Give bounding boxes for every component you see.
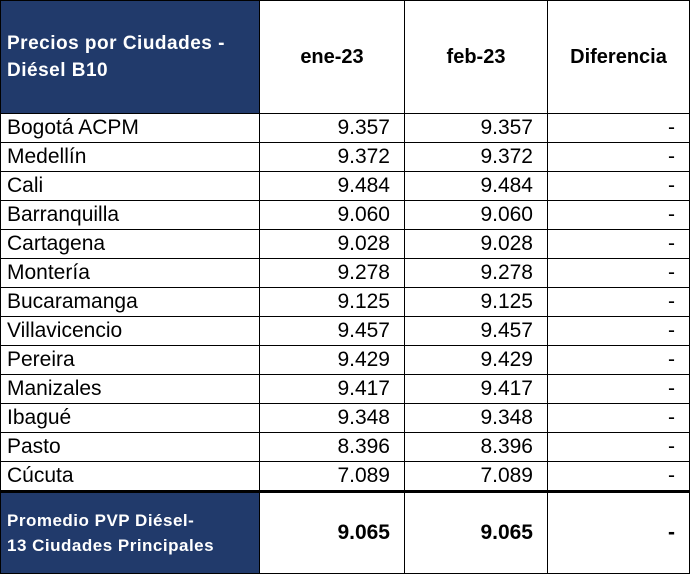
- city-cell: Pasto: [0, 432, 260, 462]
- table-row: Barranquilla 9.060 9.060-: [0, 200, 690, 230]
- column-header-feb: feb-23: [404, 0, 548, 114]
- average-label-line-2: 13 Ciudades Principales: [7, 536, 215, 555]
- difference-cell: -: [547, 142, 690, 172]
- feb-value-cell: 9.028: [404, 229, 548, 259]
- table-row: Bucaramanga 9.125 9.125-: [0, 287, 690, 317]
- feb-value-cell: 9.060: [404, 200, 548, 230]
- ene-value-cell: 9.125: [259, 287, 405, 317]
- ene-value-cell: 9.417: [259, 374, 405, 404]
- average-label-line-1: Promedio PVP Diésel-: [7, 511, 195, 530]
- table-title-line-2: Diésel B10: [7, 60, 109, 81]
- feb-value-cell: 9.125: [404, 287, 548, 317]
- table-row: Medellín 9.372 9.372-: [0, 142, 690, 172]
- ene-value-cell: 9.429: [259, 345, 405, 375]
- feb-value-cell: 9.429: [404, 345, 548, 375]
- table-row: Villavicencio 9.457 9.457-: [0, 316, 690, 346]
- difference-cell: -: [547, 403, 690, 433]
- difference-cell: -: [547, 461, 690, 492]
- feb-value-cell: 9.348: [404, 403, 548, 433]
- difference-cell: -: [547, 229, 690, 259]
- ene-value-cell: 9.278: [259, 258, 405, 288]
- header-row: Precios por Ciudades - Diésel B10 ene-23…: [0, 0, 690, 114]
- average-row: Promedio PVP Diésel- 13 Ciudades Princip…: [0, 490, 690, 574]
- ene-value-cell: 9.060: [259, 200, 405, 230]
- difference-cell: -: [547, 200, 690, 230]
- city-cell: Barranquilla: [0, 200, 260, 230]
- table-row: Pereira 9.429 9.429-: [0, 345, 690, 375]
- table-title-cell: Precios por Ciudades - Diésel B10: [0, 0, 260, 114]
- city-cell: Bucaramanga: [0, 287, 260, 317]
- feb-value-cell: 8.396: [404, 432, 548, 462]
- average-label-cell: Promedio PVP Diésel- 13 Ciudades Princip…: [0, 490, 260, 574]
- city-cell: Montería: [0, 258, 260, 288]
- table-row: Bogotá ACPM 9.357 9.357-: [0, 113, 690, 143]
- city-cell: Villavicencio: [0, 316, 260, 346]
- average-ene-value: 9.065: [259, 490, 405, 574]
- feb-value-cell: 9.417: [404, 374, 548, 404]
- difference-cell: -: [547, 345, 690, 375]
- feb-value-cell: 9.457: [404, 316, 548, 346]
- difference-cell: -: [547, 374, 690, 404]
- table-row: Ibagué 9.348 9.348-: [0, 403, 690, 433]
- table-title-line-1: Precios por Ciudades -: [7, 33, 225, 54]
- ene-value-cell: 9.372: [259, 142, 405, 172]
- column-header-ene: ene-23: [259, 0, 405, 114]
- feb-value-cell: 9.372: [404, 142, 548, 172]
- table-row: Cúcuta 7.089 7.089-: [0, 461, 690, 492]
- feb-value-cell: 9.278: [404, 258, 548, 288]
- table-row: Manizales 9.417 9.417-: [0, 374, 690, 404]
- difference-cell: -: [547, 287, 690, 317]
- feb-value-cell: 9.357: [404, 113, 548, 143]
- ene-value-cell: 9.357: [259, 113, 405, 143]
- city-cell: Cartagena: [0, 229, 260, 259]
- table-row: Cartagena 9.028 9.028-: [0, 229, 690, 259]
- column-header-diferencia: Diferencia: [547, 0, 690, 114]
- difference-cell: -: [547, 113, 690, 143]
- city-cell: Ibagué: [0, 403, 260, 433]
- table-row: Montería 9.278 9.278-: [0, 258, 690, 288]
- ene-value-cell: 9.028: [259, 229, 405, 259]
- ene-value-cell: 9.348: [259, 403, 405, 433]
- city-cell: Cúcuta: [0, 461, 260, 492]
- ene-value-cell: 8.396: [259, 432, 405, 462]
- difference-cell: -: [547, 432, 690, 462]
- ene-value-cell: 9.484: [259, 171, 405, 201]
- feb-value-cell: 9.484: [404, 171, 548, 201]
- feb-value-cell: 7.089: [404, 461, 548, 492]
- city-cell: Cali: [0, 171, 260, 201]
- average-feb-value: 9.065: [404, 490, 548, 574]
- difference-cell: -: [547, 316, 690, 346]
- table-row: Pasto 8.396 8.396-: [0, 432, 690, 462]
- city-cell: Bogotá ACPM: [0, 113, 260, 143]
- average-difference-value: -: [547, 490, 690, 574]
- city-cell: Pereira: [0, 345, 260, 375]
- ene-value-cell: 9.457: [259, 316, 405, 346]
- city-cell: Medellín: [0, 142, 260, 172]
- ene-value-cell: 7.089: [259, 461, 405, 492]
- difference-cell: -: [547, 171, 690, 201]
- table-row: Cali 9.484 9.484-: [0, 171, 690, 201]
- difference-cell: -: [547, 258, 690, 288]
- city-cell: Manizales: [0, 374, 260, 404]
